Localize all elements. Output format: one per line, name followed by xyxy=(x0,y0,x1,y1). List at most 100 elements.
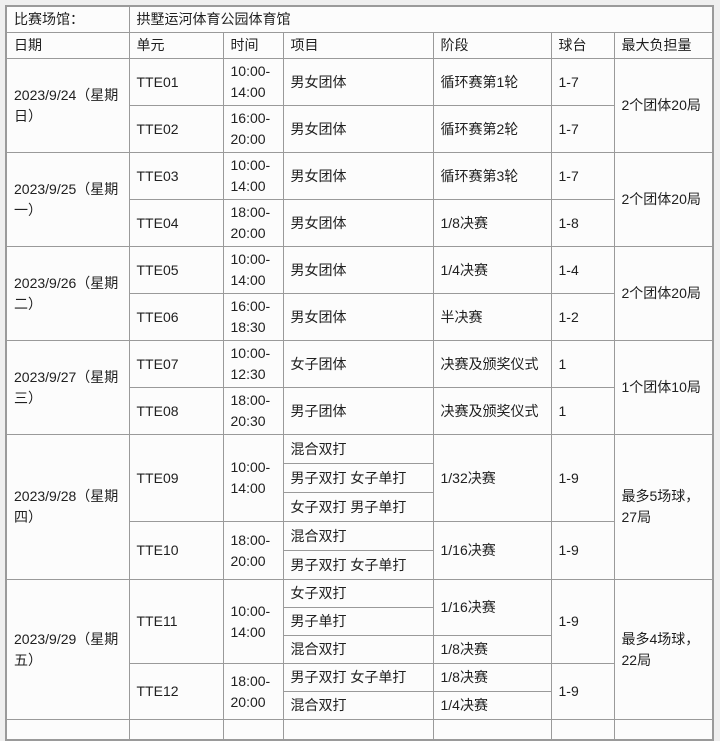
venue-label: 比赛场馆： xyxy=(5,5,130,33)
table-row: TTE10 18:00- 20:00 混合双打 1/16决赛 1-9 xyxy=(6,521,713,580)
time-cell: 10:00- 12:30 xyxy=(222,340,284,388)
table-row: TTE02 16:00- 20:00 男女团体 循环赛第2轮 1-7 xyxy=(6,105,713,153)
table-cell: 1-9 xyxy=(550,579,615,664)
time-cell: 18:00- 20:00 xyxy=(222,521,284,580)
table-cell: 1-8 xyxy=(550,199,615,247)
table-cell: 1-9 xyxy=(550,434,615,522)
table-row: 2023/9/27（星期三） TTE07 10:00- 12:30 女子团体 决… xyxy=(5,340,714,435)
max-load-cell: 2个团体20局 xyxy=(613,152,714,247)
venue-row: 比赛场馆： 拱墅运河体育公园体育馆 xyxy=(5,5,714,33)
table-row: 2023/9/29（星期五） TTE11 10:00- 14:00 女子双打 1… xyxy=(5,579,714,720)
table-row: 女子双打 男子单打 xyxy=(6,492,713,522)
table-row: 混合双打 1/4决赛 xyxy=(6,691,713,720)
unit-cell: TTE01 xyxy=(128,58,224,106)
time-cell: 10:00- 14:00 xyxy=(222,579,284,664)
event-cell: 混合双打 xyxy=(282,434,434,464)
event-cell: 女子团体 xyxy=(282,340,434,388)
event-cell: 男女团体 xyxy=(282,246,434,294)
table-row: 2023/9/26（星期二） TTE05 10:00- 14:00 男女团体 1… xyxy=(5,246,714,341)
event-cell: 男女团体 xyxy=(282,105,434,153)
time-cell xyxy=(222,719,284,740)
unit-cell xyxy=(128,719,224,740)
event-cell: 混合双打 xyxy=(282,691,434,720)
table-row: TTE08 18:00- 20:30 男子团体 决赛及颁奖仪式 1 xyxy=(6,387,713,435)
time-cell: 10:00- 14:00 xyxy=(222,58,284,106)
max-load-cell: 最多5场球，27局 xyxy=(613,434,714,580)
table-row: 男子单打 xyxy=(6,607,713,636)
table-cell: 1 xyxy=(550,340,615,388)
stage-cell xyxy=(432,719,552,740)
venue-name: 拱墅运河体育公园体育馆 xyxy=(128,5,714,33)
event-cell: 男女团体 xyxy=(282,58,434,106)
stage-cell: 决赛及颁奖仪式 xyxy=(432,340,552,388)
table-row: TTE04 18:00- 20:00 男女团体 1/8决赛 1-8 xyxy=(6,199,713,247)
header-row: 日期 单元 时间 项目 阶段 球台 最大负担量 xyxy=(5,32,714,59)
date-cell: 2023/9/26（星期二） xyxy=(5,246,130,341)
stage-cell: 1/16决赛 xyxy=(432,521,552,580)
unit-cell: TTE12 xyxy=(128,663,224,720)
unit-cell: TTE02 xyxy=(128,105,224,153)
table-row: 混合双打 1/8决赛 xyxy=(6,635,713,664)
event-cell: 男女团体 xyxy=(282,152,434,200)
time-cell: 18:00- 20:00 xyxy=(222,199,284,247)
stage-cell: 1/4决赛 xyxy=(432,691,552,720)
date-cell xyxy=(5,719,130,740)
col-header-stage: 阶段 xyxy=(432,32,552,59)
max-load-cell xyxy=(613,719,714,740)
table-cell: 1 xyxy=(550,387,615,435)
event-cell: 男子团体 xyxy=(282,387,434,435)
date-cell: 2023/9/27（星期三） xyxy=(5,340,130,435)
unit-cell: TTE09 xyxy=(128,434,224,522)
event-cell: 女子双打 xyxy=(282,579,434,608)
stage-cell: 1/16决赛 xyxy=(432,579,552,636)
table-cell: 1-7 xyxy=(550,58,615,106)
unit-cell: TTE06 xyxy=(128,293,224,341)
table-cell: 1-7 xyxy=(550,105,615,153)
stage-cell: 1/8决赛 xyxy=(432,199,552,247)
col-header-event: 项目 xyxy=(282,32,434,59)
event-cell: 男子双打 女子单打 xyxy=(282,463,434,493)
table-row: TTE06 16:00- 18:30 男女团体 半决赛 1-2 xyxy=(6,293,713,341)
table-cell xyxy=(550,719,615,740)
table-cell: 1-9 xyxy=(550,663,615,720)
unit-cell: TTE10 xyxy=(128,521,224,580)
col-header-max-load: 最大负担量 xyxy=(613,32,714,59)
event-cell: 男子双打 女子单打 xyxy=(282,550,434,580)
unit-cell: TTE05 xyxy=(128,246,224,294)
table-cell: 1-7 xyxy=(550,152,615,200)
max-load-cell: 最多4场球，22局 xyxy=(613,579,714,720)
date-cell: 2023/9/25（星期一） xyxy=(5,152,130,247)
date-cell: 2023/9/28（星期四） xyxy=(5,434,130,580)
time-cell: 10:00- 14:00 xyxy=(222,246,284,294)
event-cell: 女子双打 男子单打 xyxy=(282,492,434,522)
stage-cell: 循环赛第2轮 xyxy=(432,105,552,153)
event-cell: 混合双打 xyxy=(282,635,434,664)
event-cell: 男女团体 xyxy=(282,293,434,341)
max-load-cell: 1个团体10局 xyxy=(613,340,714,435)
col-header-unit: 单元 xyxy=(128,32,224,59)
stage-cell: 循环赛第3轮 xyxy=(432,152,552,200)
event-cell xyxy=(282,719,434,740)
time-cell: 16:00- 20:00 xyxy=(222,105,284,153)
schedule-table: 比赛场馆： 拱墅运河体育公园体育馆 日期 单元 时间 项目 阶段 球台 最大负担… xyxy=(5,5,714,741)
event-cell: 混合双打 xyxy=(282,521,434,551)
stage-cell: 决赛及颁奖仪式 xyxy=(432,387,552,435)
stage-cell: 1/32决赛 xyxy=(432,434,552,522)
stage-cell: 1/4决赛 xyxy=(432,246,552,294)
time-cell: 18:00- 20:00 xyxy=(222,663,284,720)
unit-cell: TTE07 xyxy=(128,340,224,388)
time-cell: 10:00- 14:00 xyxy=(222,152,284,200)
event-cell: 男子双打 女子单打 xyxy=(282,663,434,692)
table-row: 2023/9/28（星期四） TTE09 10:00- 14:00 混合双打 1… xyxy=(5,434,714,580)
max-load-cell: 2个团体20局 xyxy=(613,246,714,341)
date-cell: 2023/9/29（星期五） xyxy=(5,579,130,720)
time-cell: 18:00- 20:30 xyxy=(222,387,284,435)
col-header-time: 时间 xyxy=(222,32,284,59)
table-row: 男子双打 女子单打 xyxy=(6,463,713,493)
stage-cell: 1/8决赛 xyxy=(432,663,552,692)
table-cell: 1-4 xyxy=(550,246,615,294)
unit-cell: TTE11 xyxy=(128,579,224,664)
table-cell: 1-9 xyxy=(550,521,615,580)
time-cell: 16:00- 18:30 xyxy=(222,293,284,341)
